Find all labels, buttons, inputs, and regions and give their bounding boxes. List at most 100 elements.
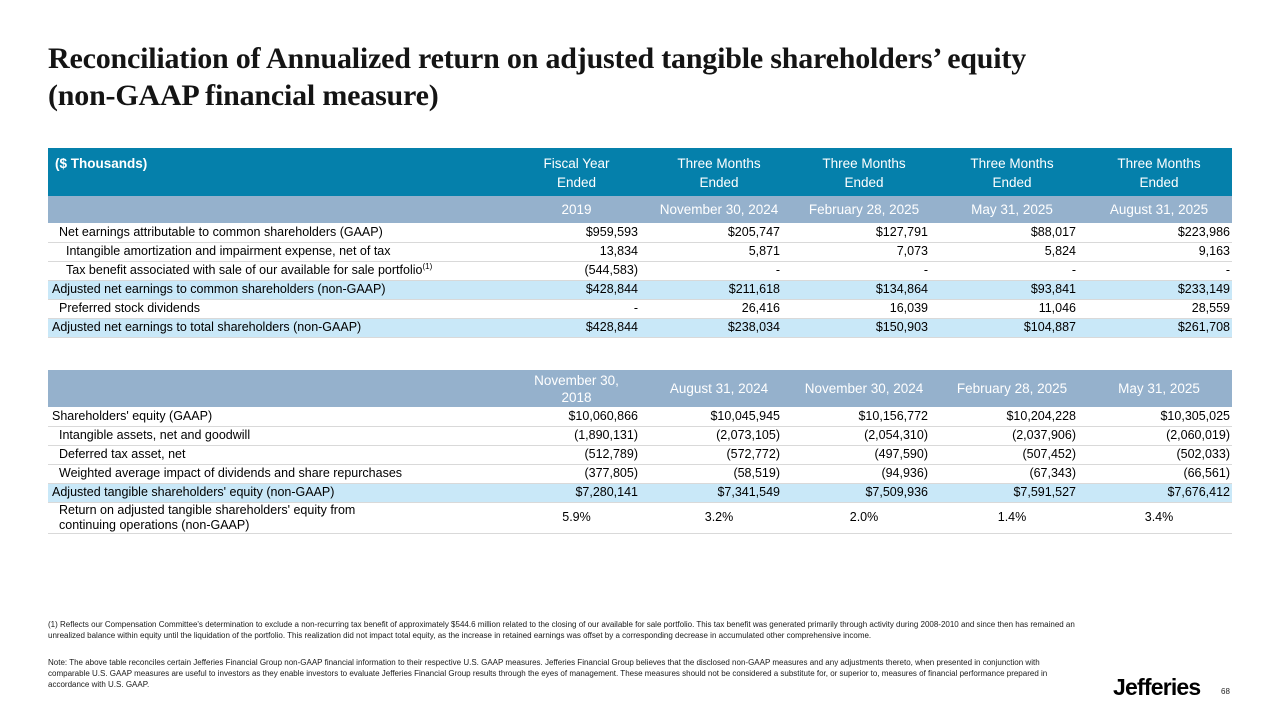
date-header-row: 2019 November 30, 2024 February 28, 2025 Ma…: [48, 196, 1232, 223]
cell-value: 3.2%: [648, 502, 790, 534]
earnings-reconciliation-table: ($ Thousands) Fiscal Year Ended Three Mont…: [48, 148, 1232, 338]
empty-header-cell: [48, 196, 505, 223]
table-row: Weighted average impact of dividends and…: [48, 464, 1232, 484]
cell-value: (502,033): [1086, 445, 1232, 465]
cell-value: (507,452): [938, 445, 1086, 465]
column-header: Three Months Ended: [938, 148, 1086, 196]
period-header-row: ($ Thousands) Fiscal Year Ended Three Mont…: [48, 148, 1232, 196]
cell-value: $127,791: [790, 223, 938, 243]
row-label: Preferred stock dividends: [48, 299, 505, 319]
cell-value: $428,844: [505, 280, 648, 300]
row-label: Weighted average impact of dividends and…: [48, 464, 505, 484]
table-row: Adjusted net earnings to total sharehold…: [48, 318, 1232, 338]
footnote-text: (1) Reflects our Compensation Committee'…: [48, 620, 1075, 640]
cell-value: 5,824: [938, 242, 1086, 262]
cell-value: $10,204,228: [938, 407, 1086, 427]
date-column-header: May 31, 2025: [1086, 370, 1232, 407]
cell-value: $7,591,527: [938, 483, 1086, 503]
row-label: Return on adjusted tangible shareholders…: [48, 502, 505, 534]
date-header-row: November 30, 2018 August 31, 2024 November…: [48, 370, 1232, 407]
cell-value: $223,986: [1086, 223, 1232, 243]
row-label: Shareholders' equity (GAAP): [48, 407, 505, 427]
table-row: Adjusted tangible shareholders' equity (…: [48, 483, 1232, 503]
cell-value: $959,593: [505, 223, 648, 243]
cell-value: $88,017: [938, 223, 1086, 243]
note-text: Note: The above table reconciles certain…: [48, 658, 1048, 689]
cell-value: (572,772): [648, 445, 790, 465]
page-title: Reconciliation of Annualized return on a…: [48, 42, 1026, 112]
table-body: Shareholders' equity (GAAP) $10,060,866 $1…: [48, 407, 1232, 534]
cell-value: $7,509,936: [790, 483, 938, 503]
cell-value: -: [505, 299, 648, 319]
jefferies-logo: Jefferies: [1113, 674, 1201, 700]
cell-value: 5.9%: [505, 502, 648, 534]
cell-value: $211,618: [648, 280, 790, 300]
cell-value: $10,305,025: [1086, 407, 1232, 427]
table-row: Preferred stock dividends -26,416 16,039 11…: [48, 299, 1232, 319]
cell-value: -: [648, 261, 790, 281]
table-row: Return on adjusted tangible shareholders…: [48, 502, 1232, 534]
date-column-header: November 30, 2018: [505, 370, 648, 407]
cell-value: 1.4%: [938, 502, 1086, 534]
table-row: Intangible assets, net and goodwill (1,89…: [48, 426, 1232, 446]
cell-value: $150,903: [790, 318, 938, 338]
cell-value: -: [938, 261, 1086, 281]
cell-value: -: [1086, 261, 1232, 281]
column-header: Three Months Ended: [648, 148, 790, 196]
cell-value: $238,034: [648, 318, 790, 338]
table-header: November 30, 2018 August 31, 2024 November…: [48, 370, 1232, 407]
cell-value: $134,864: [790, 280, 938, 300]
row-label: Adjusted tangible shareholders' equity (…: [48, 483, 505, 503]
cell-value: $93,841: [938, 280, 1086, 300]
cell-value: $261,708: [1086, 318, 1232, 338]
table-row: Adjusted net earnings to common sharehol…: [48, 280, 1232, 300]
cell-value: 28,559: [1086, 299, 1232, 319]
cell-value: (2,054,310): [790, 426, 938, 446]
date-column-header: February 28, 2025: [938, 370, 1086, 407]
cell-value: (58,519): [648, 464, 790, 484]
cell-value: 16,039: [790, 299, 938, 319]
cell-value: (2,060,019): [1086, 426, 1232, 446]
row-label: Intangible assets, net and goodwill: [48, 426, 505, 446]
table-row: Shareholders' equity (GAAP) $10,060,866 $1…: [48, 407, 1232, 427]
date-column-header: May 31, 2025: [938, 196, 1086, 223]
cell-value: 26,416: [648, 299, 790, 319]
cell-value: $10,156,772: [790, 407, 938, 427]
date-column-header: 2019: [505, 196, 648, 223]
table-row: Intangible amortization and impairment e…: [48, 242, 1232, 262]
date-column-header: August 31, 2024: [648, 370, 790, 407]
cell-value: 9,163: [1086, 242, 1232, 262]
cell-value: $10,060,866: [505, 407, 648, 427]
cell-value: (1,890,131): [505, 426, 648, 446]
row-label: Net earnings attributable to common shar…: [48, 223, 505, 243]
cell-value: 13,834: [505, 242, 648, 262]
column-header: Three Months Ended: [790, 148, 938, 196]
table-row: Net earnings attributable to common shar…: [48, 223, 1232, 243]
row-label: Intangible amortization and impairment e…: [48, 242, 505, 262]
cell-value: $428,844: [505, 318, 648, 338]
cell-value: (2,073,105): [648, 426, 790, 446]
table-header: ($ Thousands) Fiscal Year Ended Three Mont…: [48, 148, 1232, 223]
date-column-header: February 28, 2025: [790, 196, 938, 223]
cell-value: $10,045,945: [648, 407, 790, 427]
cell-value: $104,887: [938, 318, 1086, 338]
row-label: Adjusted net earnings to common sharehol…: [48, 280, 505, 300]
cell-value: (2,037,906): [938, 426, 1086, 446]
page-number: 68: [1221, 687, 1230, 696]
date-column-header: November 30, 2024: [790, 370, 938, 407]
cell-value: (66,561): [1086, 464, 1232, 484]
column-header: Three Months Ended: [1086, 148, 1232, 196]
cell-value: $7,676,412: [1086, 483, 1232, 503]
cell-value: (512,789): [505, 445, 648, 465]
cell-value: 3.4%: [1086, 502, 1232, 534]
cell-value: $205,747: [648, 223, 790, 243]
cell-value: -: [790, 261, 938, 281]
row-label: Deferred tax asset, net: [48, 445, 505, 465]
cell-value: (497,590): [790, 445, 938, 465]
cell-value: $7,280,141: [505, 483, 648, 503]
footnote-ref: (1): [422, 261, 433, 271]
table-row: Tax benefit associated with sale of our …: [48, 261, 1232, 281]
cell-value: (377,805): [505, 464, 648, 484]
cell-value: $233,149: [1086, 280, 1232, 300]
